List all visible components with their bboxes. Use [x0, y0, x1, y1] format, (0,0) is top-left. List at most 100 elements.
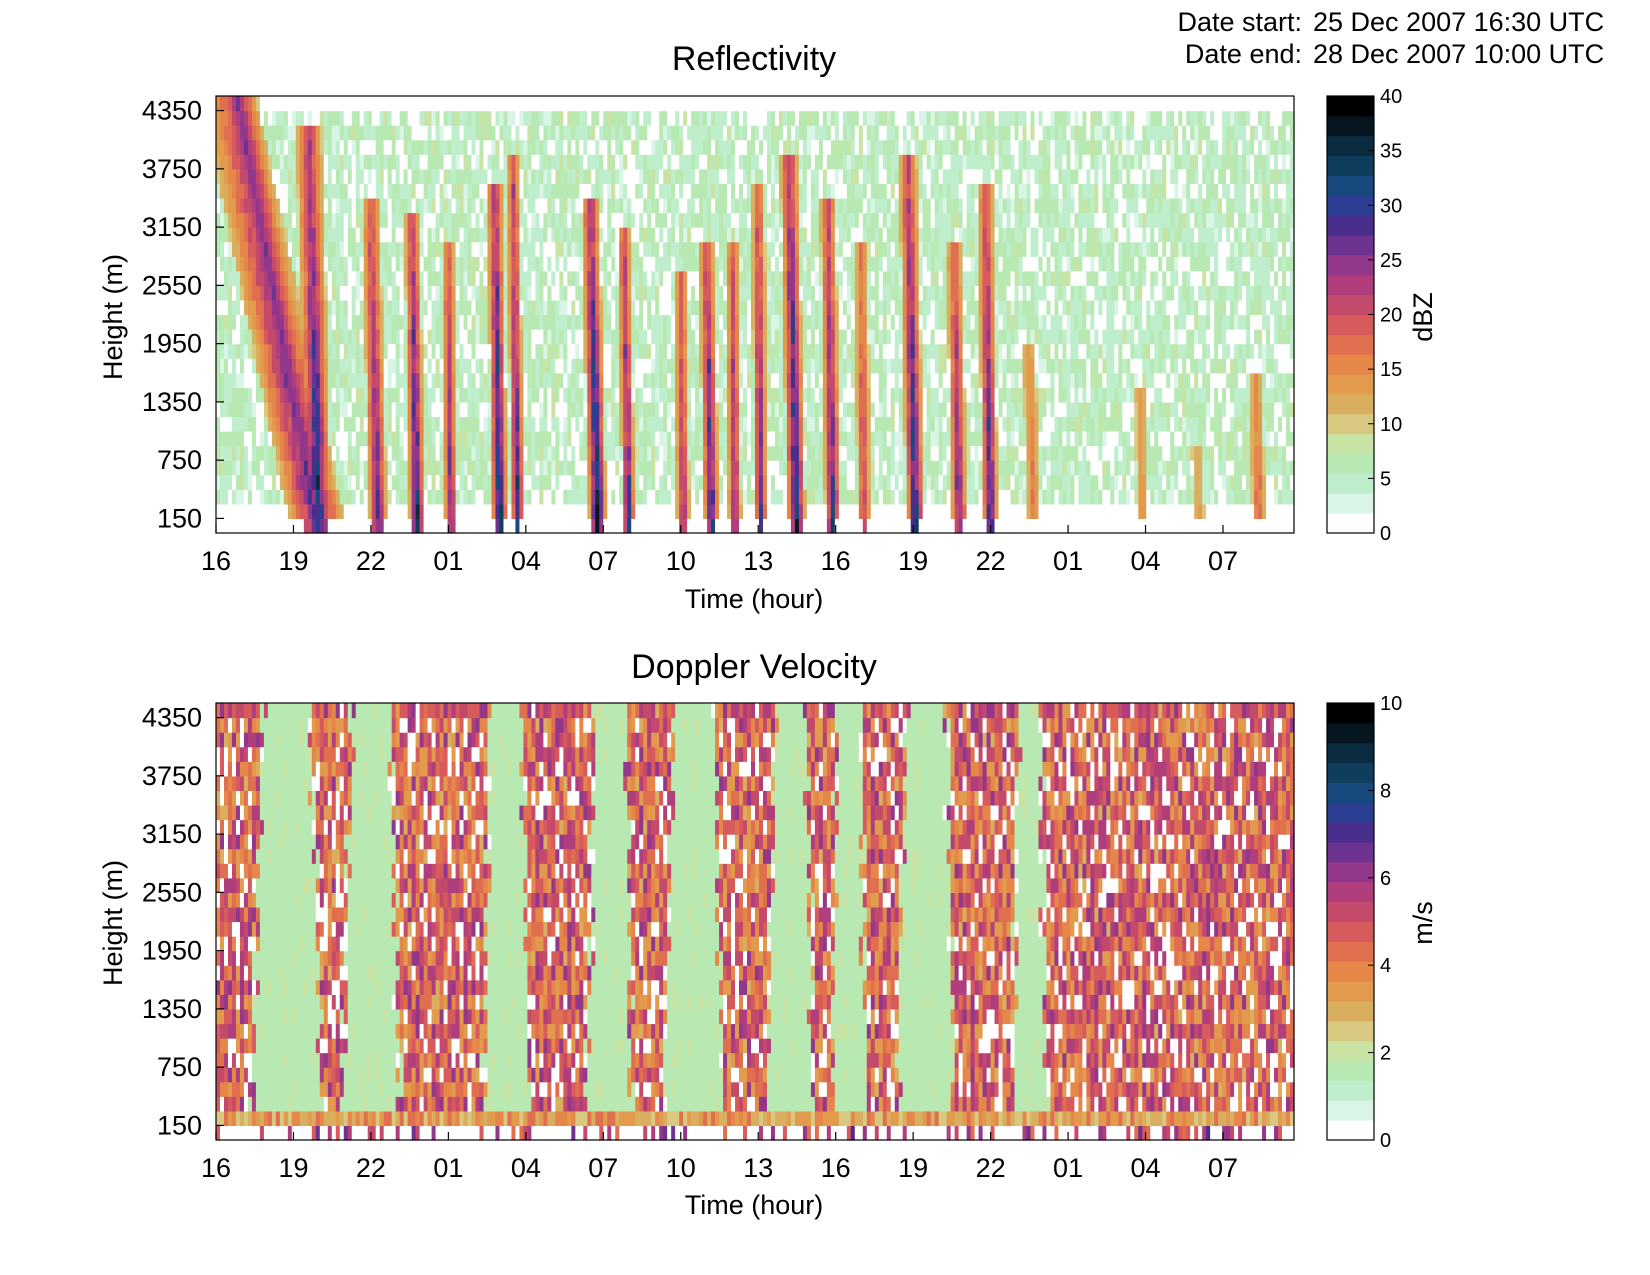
heatmap-cell [531, 343, 536, 359]
heatmap-cell [471, 125, 477, 141]
heatmap-cell [259, 168, 265, 184]
heatmap-cell [227, 416, 233, 432]
heatmap-cell [770, 372, 776, 388]
heatmap-cell [790, 139, 796, 155]
heatmap-cell [271, 474, 277, 490]
heatmap-cell [735, 183, 740, 199]
heatmap-cell [511, 474, 517, 490]
heatmap-cell [707, 299, 712, 316]
heatmap-cell [387, 168, 393, 184]
heatmap-cell [279, 96, 285, 112]
heatmap-cell [659, 227, 664, 243]
heatmap-cell [559, 503, 564, 520]
heatmap-cell [503, 168, 509, 184]
heatmap-cell [319, 212, 325, 228]
heatmap-cell [866, 387, 872, 403]
heatmap-cell [830, 168, 836, 184]
heatmap-cell [774, 329, 780, 345]
heatmap-cell [719, 285, 724, 301]
heatmap-cell [739, 329, 744, 345]
heatmap-cell [219, 518, 225, 534]
heatmap-cell [782, 401, 788, 418]
heatmap-cell [367, 401, 373, 418]
heatmap-cell [559, 139, 564, 155]
heatmap-cell [798, 387, 804, 403]
heatmap-cell [695, 241, 700, 257]
heatmap-cell [751, 445, 756, 461]
heatmap-cell [471, 372, 477, 388]
heatmap-cell [375, 518, 381, 534]
heatmap-cell [591, 372, 596, 388]
heatmap-cell [467, 460, 473, 476]
heatmap-cell [699, 168, 704, 184]
heatmap-cell [399, 329, 405, 345]
heatmap-cell [423, 314, 429, 330]
heatmap-cell [591, 154, 596, 170]
heatmap-cell [219, 110, 225, 126]
heatmap-cell [846, 285, 852, 301]
heatmap-cell [423, 401, 429, 418]
heatmap-cell [487, 256, 493, 272]
heatmap-cell [227, 197, 233, 214]
heatmap-cell [739, 241, 744, 257]
heatmap-cell [711, 474, 716, 490]
heatmap-cell [479, 241, 485, 257]
heatmap-cell [467, 314, 473, 330]
heatmap-cell [251, 445, 257, 461]
heatmap-cell [315, 270, 321, 286]
heatmap-cell [539, 314, 544, 330]
heatmap-cell [527, 329, 533, 345]
heatmap-cell [723, 416, 728, 432]
heatmap-cell [487, 489, 493, 505]
heatmap-cell [403, 518, 409, 534]
heatmap-cell [651, 445, 656, 461]
heatmap-cell [383, 96, 389, 112]
heatmap-cell [415, 96, 421, 112]
heatmap-cell [735, 270, 740, 286]
heatmap-cell [491, 503, 497, 520]
heatmap-cell [379, 387, 385, 403]
heatmap-cell [375, 139, 381, 155]
heatmap-cell [858, 445, 864, 461]
heatmap-cell [571, 197, 576, 214]
heatmap-cell [511, 241, 517, 257]
heatmap-cell [603, 183, 608, 199]
heatmap-cell [455, 503, 461, 520]
heatmap-cell [695, 285, 700, 301]
heatmap-cell [363, 329, 369, 345]
heatmap-cell [639, 358, 644, 374]
heatmap-cell [615, 372, 620, 388]
heatmap-cell [571, 314, 576, 330]
heatmap-cell [647, 168, 652, 184]
heatmap-cell [683, 358, 688, 374]
heatmap-cell [419, 387, 425, 403]
heatmap-cell [351, 96, 357, 112]
heatmap-cell [331, 474, 337, 490]
heatmap-cell [587, 227, 592, 243]
heatmap-cell [351, 197, 357, 214]
heatmap-cell [723, 96, 728, 112]
heatmap-cell [471, 387, 477, 403]
heatmap-cell [551, 270, 556, 286]
heatmap-cell [387, 387, 393, 403]
heatmap-cell [403, 183, 409, 199]
heatmap-cell [391, 139, 397, 155]
heatmap-cell [391, 125, 397, 141]
heatmap-cell [747, 445, 752, 461]
heatmap-cell [539, 168, 544, 184]
heatmap-cell [619, 460, 624, 476]
heatmap-cell [770, 125, 776, 141]
heatmap-cell [443, 139, 449, 155]
heatmap-cell [395, 329, 401, 345]
heatmap-cell [555, 183, 560, 199]
heatmap-cell [455, 343, 461, 359]
heatmap-cell [451, 154, 457, 170]
heatmap-cell [619, 299, 624, 316]
heatmap-cell [555, 212, 560, 228]
heatmap-cell [479, 168, 485, 184]
heatmap-cell [651, 154, 656, 170]
heatmap-cell [391, 387, 397, 403]
heatmap-cell [623, 445, 628, 461]
heatmap-cell [387, 314, 393, 330]
heatmap-cell [399, 125, 405, 141]
